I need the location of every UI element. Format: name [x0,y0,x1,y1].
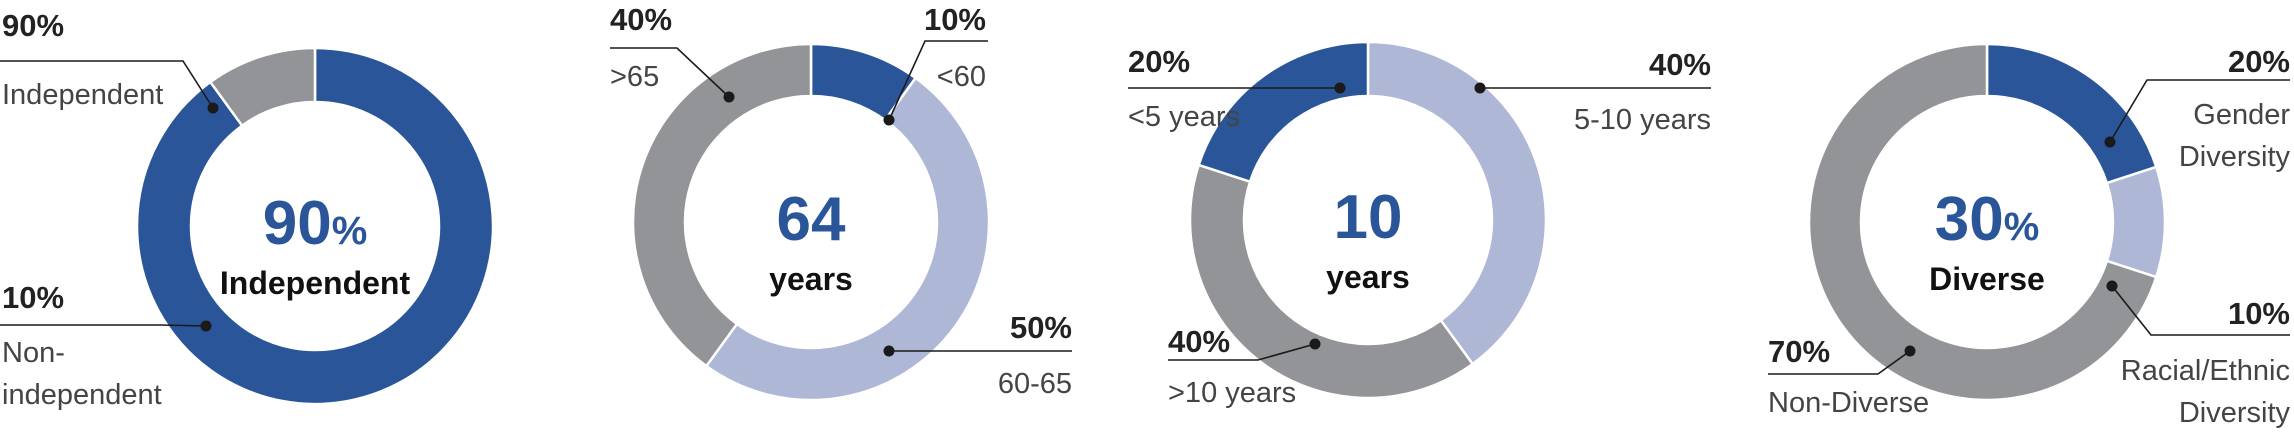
leader-dot [1474,82,1486,94]
slice-5-years [1197,40,1370,184]
slice-65 [631,42,813,368]
leader-line [2111,285,2290,336]
slice-name-label: Independent [2,79,163,111]
donut-chart-3: 10 years 40% 5-10 years 40% >10 years 20% <5 ye… [1128,40,1711,409]
slice-10-years [1188,163,1475,400]
center-label: Independent [220,265,411,301]
leader-line [610,47,730,98]
slice-5-10-years [1366,40,1548,366]
slice-percent-label: 40% [1649,47,1711,82]
slice-name-label: <60 [937,61,986,93]
leader-line [888,40,988,121]
leader-line [0,324,207,327]
leader-dot [207,102,219,114]
slice-percent-label: 50% [1010,310,1072,345]
slice-name-label: 5-10 years [1574,104,1711,136]
donut-chart-2: 64 years 10% <60 50% 60-65 40% >65 [610,2,1072,402]
leader-dot [200,320,212,332]
slice-percent-label: 10% [2,280,64,315]
center-value: 10 [1334,183,1403,252]
donut-chart-1: 90% Independent 90% Independent 10% Non-indep… [0,8,495,411]
slice-name-label: >65 [610,61,659,93]
slice-name-label: Non- [2,337,65,369]
callout-10-years: 40% >10 years [1168,324,1321,409]
slice-percent-label: 40% [1168,324,1230,359]
slice-name-label: independent [2,379,162,411]
slice-percent-label: 20% [1128,44,1190,79]
leader-dot [1904,345,1916,357]
callout-non-diverse: 70% Non-Diverse [1768,334,1929,419]
leader-line [1768,350,1911,375]
callout-gender-diversity: 20% Gender Diversity [2104,44,2291,173]
leader-line [1168,343,1316,361]
slice-60-65 [704,76,991,402]
slice-percent-label: 90% [2,8,64,43]
center-label: years [769,261,853,297]
leader-line [2109,79,2290,143]
slice-percent-label: 20% [2228,44,2290,79]
slice-name-label: Non-Diverse [1768,387,1929,419]
callout-non-independent: 10% Non-independent [0,280,212,411]
center-label: Diverse [1929,261,2045,297]
leader-dot [1309,338,1321,350]
slice-independent [135,46,495,406]
slice-name-label: Diversity [2179,141,2291,173]
slice-name-label: >10 years [1168,377,1296,409]
leader-dot [1334,82,1346,94]
leader-dot [2104,136,2116,148]
donut-chart-4: 30% Diverse 20% Gender Diversity 10% Racial/Et… [1768,42,2291,429]
slice-racial-ethnic-diversity [2105,165,2167,279]
slice-percent-label: 40% [610,2,672,37]
slice-name-label: Racial/Ethnic [2121,355,2290,387]
center-label: years [1326,259,1410,295]
leader-dot [723,91,735,103]
slice-gender-diversity [1985,42,2158,185]
slice-percent-label: 10% [2228,296,2290,331]
callout-5-10-years: 40% 5-10 years [1474,47,1711,136]
leader-line [0,60,214,109]
slice-non-independent [208,46,317,128]
slice-percent-label: 70% [1768,334,1830,369]
callout-5-years: 20% <5 years [1128,44,1346,133]
leader-dot [883,114,895,126]
callout-60-65: 50% 60-65 [883,310,1072,400]
center-value: 90% [263,189,368,258]
callout-60: 10% <60 [883,2,988,126]
leader-dot [883,345,895,357]
slice-percent-label: 10% [924,2,986,37]
slice-name-label: <5 years [1128,101,1240,133]
center-value: 30% [1935,185,2040,254]
slice-name-label: Diversity [2179,397,2291,429]
callout-65: 40% >65 [610,2,735,103]
slice-non-diverse [1807,42,2158,402]
leader-dot [2106,280,2118,292]
slice-name-label: 60-65 [998,368,1072,400]
slice-name-label: Gender [2193,99,2290,131]
callout-independent: 90% Independent [0,8,219,114]
callout-racial-ethnic-diversity: 10% Racial/Ethnic Diversity [2106,280,2291,429]
center-value: 64 [777,185,846,254]
